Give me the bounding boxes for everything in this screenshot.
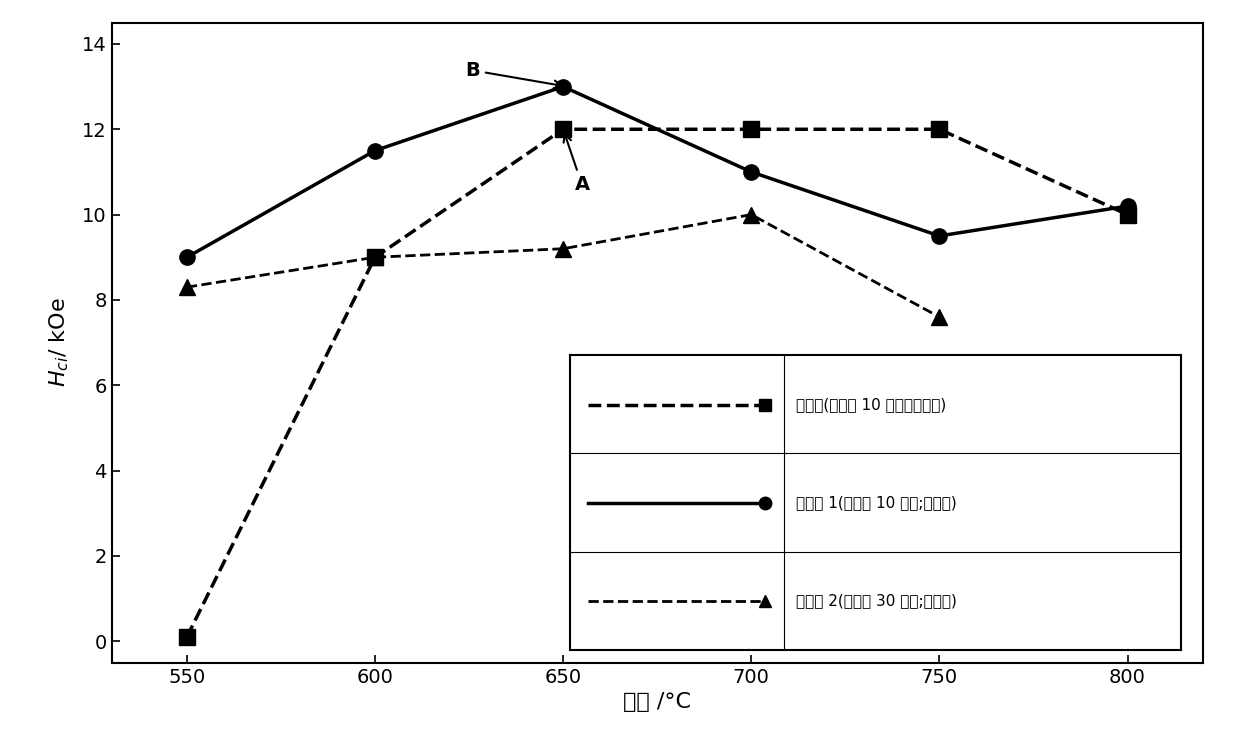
X-axis label: 温度 /°C: 温度 /°C [624, 692, 691, 712]
Text: A: A [564, 134, 589, 194]
Y-axis label: $H_{ci}$/ kOe: $H_{ci}$/ kOe [47, 297, 71, 388]
Text: B: B [465, 61, 562, 88]
